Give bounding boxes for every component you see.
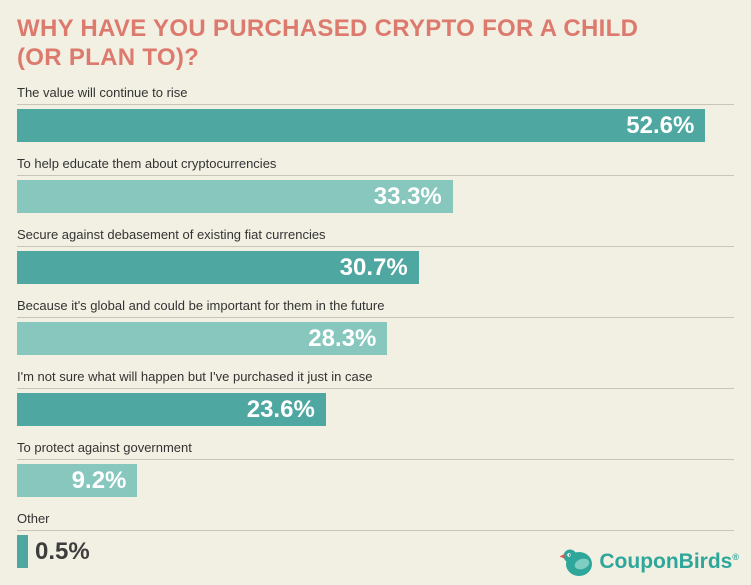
bar-track: 33.3%	[17, 180, 734, 213]
bar-track: 28.3%	[17, 322, 734, 355]
category-label: Secure against debasement of existing fi…	[17, 227, 734, 247]
chart-row: Because it's global and could be importa…	[17, 298, 734, 355]
chart-page: WHY HAVE YOU PURCHASED CRYPTO FOR A CHIL…	[17, 14, 734, 568]
chart-row: To help educate them about cryptocurrenc…	[17, 156, 734, 213]
bar-track: 0.5%	[17, 535, 734, 568]
value-label: 30.7%	[339, 253, 408, 281]
chart-row: To protect against government 9.2%	[17, 440, 734, 497]
bar: 33.3%	[17, 180, 453, 213]
bar-track: 23.6%	[17, 393, 734, 426]
bar-track: 30.7%	[17, 251, 734, 284]
category-label: I'm not sure what will happen but I've p…	[17, 369, 734, 389]
value-label: 33.3%	[373, 182, 442, 210]
bar: 30.7%	[17, 251, 419, 284]
logo-text: CouponBirds®	[599, 550, 739, 573]
value-label: 52.6%	[626, 111, 695, 139]
chart-row: I'm not sure what will happen but I've p…	[17, 369, 734, 426]
bird-icon	[560, 547, 594, 577]
category-label: The value will continue to rise	[17, 85, 734, 105]
bar: 9.2%	[17, 464, 138, 497]
chart-row: Other 0.5%	[17, 511, 734, 568]
bar-track: 9.2%	[17, 464, 734, 497]
category-label: Other	[17, 511, 734, 531]
category-label: Because it's global and could be importa…	[17, 298, 734, 318]
chart-title: WHY HAVE YOU PURCHASED CRYPTO FOR A CHIL…	[17, 14, 734, 72]
bar-chart: The value will continue to rise 52.6% To h…	[17, 85, 734, 568]
chart-title-line2: (OR PLAN TO)?	[17, 44, 200, 71]
category-label: To help educate them about cryptocurrenc…	[17, 156, 734, 176]
registered-mark: ®	[732, 552, 739, 562]
chart-row: The value will continue to rise 52.6%	[17, 85, 734, 142]
value-label: 23.6%	[246, 395, 315, 423]
bar-track: 52.6%	[17, 109, 734, 142]
bar: 23.6%	[17, 393, 326, 426]
value-label: 28.3%	[308, 324, 377, 352]
bar	[17, 535, 28, 568]
value-label: 0.5%	[35, 537, 90, 565]
chart-title-line1: WHY HAVE YOU PURCHASED CRYPTO FOR A CHIL…	[17, 15, 639, 42]
bar: 52.6%	[17, 109, 706, 142]
chart-row: Secure against debasement of existing fi…	[17, 227, 734, 284]
value-label: 9.2%	[71, 466, 127, 494]
bar: 28.3%	[17, 322, 388, 355]
couponbirds-logo: CouponBirds®	[560, 547, 739, 577]
category-label: To protect against government	[17, 440, 734, 460]
